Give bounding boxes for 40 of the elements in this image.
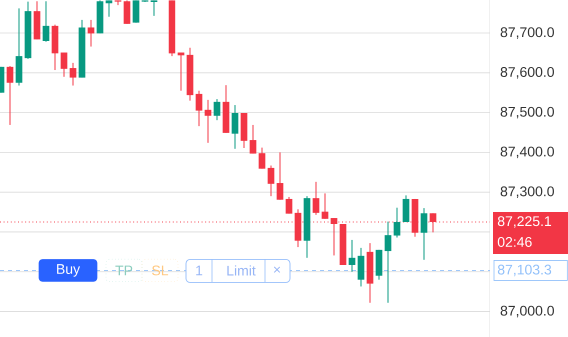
annotation: TP [115, 266, 132, 276]
annotation: × [274, 266, 280, 273]
y-tick-label: 87,700.0 [500, 27, 554, 39]
y-tick-label: 87,500.0 [500, 106, 554, 118]
candlestick [60, 52, 68, 78]
candlestick [214, 98, 220, 121]
candlestick [196, 90, 202, 127]
candlestick [6, 66, 14, 126]
candlestick [268, 165, 274, 197]
candlestick [70, 62, 76, 86]
y-tick-label: 87,400.0 [500, 146, 554, 158]
candlestick [232, 104, 238, 150]
candlestick [150, 0, 158, 16]
candlestick [312, 181, 320, 216]
text: 02:46 [498, 237, 532, 247]
candlestick [402, 194, 410, 223]
y-tick-label: 87,300.0 [500, 186, 554, 198]
candlestick [384, 221, 392, 304]
annotation: 1 [196, 266, 202, 276]
annotation: SL [152, 265, 168, 276]
candlestick [322, 192, 328, 220]
candlestick [124, 0, 130, 24]
candlestick [250, 124, 256, 154]
candlestick [178, 52, 184, 92]
ref-line-label: 87,225.1 [498, 216, 552, 228]
candlestick [88, 19, 94, 48]
annotation: Limit [227, 265, 256, 276]
candlestick [358, 247, 364, 287]
candlestick [286, 196, 292, 214]
candlestick [42, 0, 50, 42]
candlestick [348, 239, 356, 272]
ref-line-label: 87,103.3 [498, 264, 552, 276]
candlestick [276, 152, 284, 200]
y-tick-label: 87,000.0 [500, 306, 554, 318]
candlestick [258, 147, 266, 170]
y-tick-label: 87,600.0 [500, 67, 554, 79]
candlestick [204, 99, 212, 144]
annotation: Buy [57, 264, 80, 277]
candlestick [394, 207, 400, 238]
candlestick [420, 208, 428, 260]
